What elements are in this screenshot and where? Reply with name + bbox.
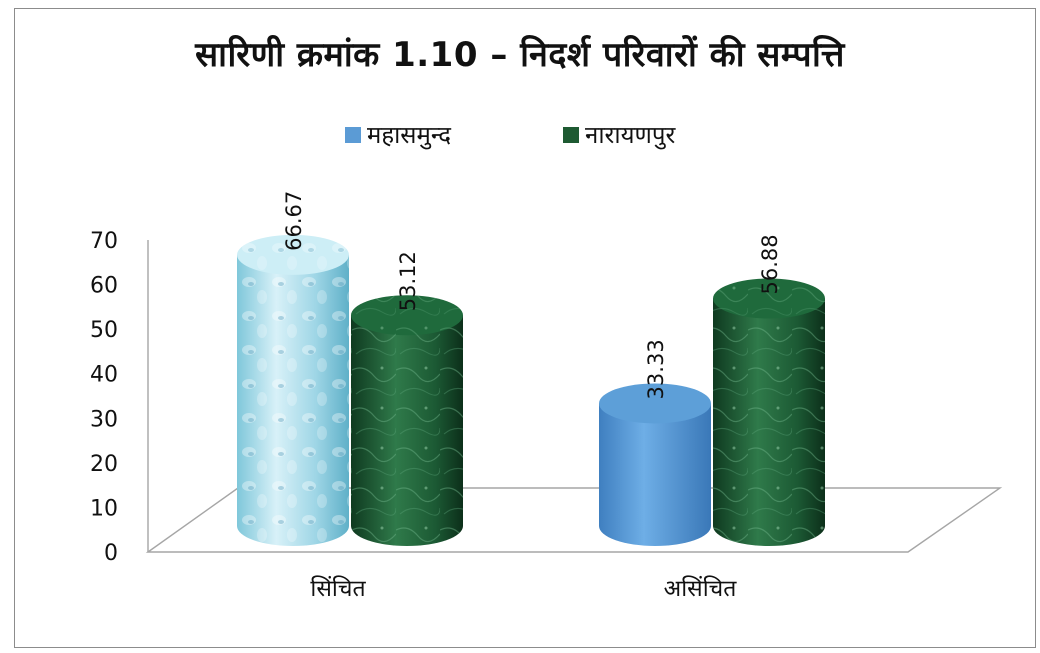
y-tick-label: 20 <box>90 452 118 477</box>
bar-group <box>237 234 825 546</box>
floor-plane <box>145 487 1003 553</box>
legend-swatch-mahasamund <box>345 126 361 143</box>
bar-top-texture-1-0 <box>351 295 463 336</box>
data-label: 56.88 <box>758 234 782 294</box>
x-tick-label: असिंचित <box>664 575 738 602</box>
y-tick-label: 50 <box>90 318 118 343</box>
bar-texture-1-1 <box>713 298 825 546</box>
y-tick-label: 0 <box>104 541 118 566</box>
chart-title: सारिणी क्रमांक 1.10 – निदर्श परिवारों की… <box>195 35 845 75</box>
legend-swatch-narayanpur <box>563 126 579 143</box>
y-axis: 0 10 20 30 40 50 60 70 <box>90 229 149 566</box>
y-tick-label: 10 <box>90 496 118 521</box>
y-tick-label: 60 <box>90 274 118 299</box>
data-labels: 66.67 53.12 33.33 56.88 <box>282 191 782 400</box>
data-label: 66.67 <box>282 191 306 251</box>
data-label: 33.33 <box>644 339 668 399</box>
bar-texture-1-0 <box>351 315 463 546</box>
x-axis-labels: सिंचित असिंचित <box>310 575 737 602</box>
legend-label-narayanpur: नारायणपुर <box>585 121 676 149</box>
y-tick-label: 30 <box>90 407 118 432</box>
data-label: 53.12 <box>396 251 420 311</box>
chart-frame <box>14 8 1036 648</box>
y-tick-label: 40 <box>90 363 118 388</box>
chart-floor <box>145 487 1003 553</box>
bar-top-0-1 <box>599 383 711 424</box>
y-tick-label: 70 <box>90 229 118 254</box>
x-tick-label: सिंचित <box>310 575 366 602</box>
legend-item-mahasamund: महासमुन्द <box>345 118 451 151</box>
bar-top-texture-1-1 <box>713 278 825 319</box>
legend-item-narayanpur: नारायणपुर <box>563 118 675 151</box>
legend-label-mahasamund: महासमुन्द <box>367 121 452 149</box>
bar-top-texture-0-0 <box>237 234 349 275</box>
bar-texture-0-0 <box>237 254 349 546</box>
bar-0-1 <box>599 403 711 546</box>
